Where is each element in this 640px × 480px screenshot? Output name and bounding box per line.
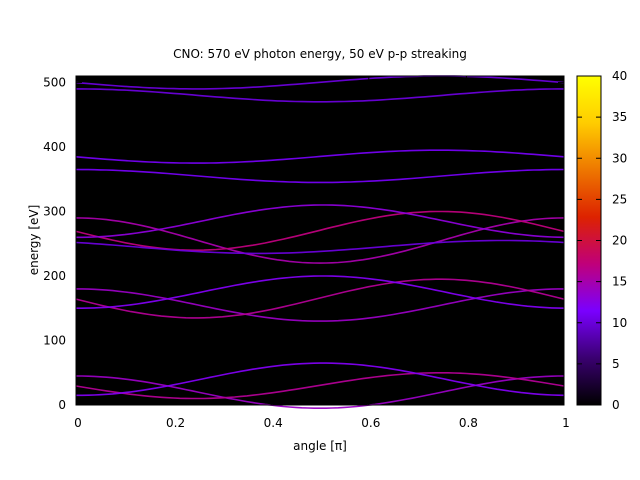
colorbar-tick-label: 10 [612, 316, 627, 330]
streak-trace-1 [75, 371, 565, 400]
colorbar-tick-label: 5 [612, 357, 620, 371]
streak-trace-2 [76, 362, 565, 397]
colorbar-tick-label: 15 [612, 275, 627, 289]
x-tick-label: 0 [74, 416, 82, 430]
chart-title: CNO: 570 eV photon energy, 50 eV p-p str… [173, 47, 467, 61]
streak-trace-4 [75, 278, 565, 319]
colorbar-tick-label: 0 [612, 398, 620, 412]
colorbar-tick-label: 35 [612, 110, 627, 124]
colorbar-tick-label: 30 [612, 151, 627, 165]
y-tick-label: 0 [58, 398, 66, 412]
colorbar-tick-label: 20 [612, 234, 627, 248]
y-tick-label: 100 [43, 333, 66, 347]
y-tick-label: 200 [43, 269, 66, 283]
x-tick-label: 0.8 [459, 416, 478, 430]
x-tick-label: 0.4 [264, 416, 283, 430]
colorbar-tick-label: 40 [612, 69, 627, 83]
x-tick-label: 0.2 [166, 416, 185, 430]
colorbar-axis: 0 5 10 15 20 25 30 35 40 [577, 69, 627, 412]
y-tick-label: 400 [43, 140, 66, 154]
streak-trace-3 [76, 288, 564, 322]
streak-trace-12 [76, 88, 564, 103]
colorbar-tick-label: 25 [612, 192, 627, 206]
streak-trace-10 [75, 168, 565, 184]
x-tick-label: 0.6 [361, 416, 380, 430]
y-tick-label: 300 [43, 204, 66, 218]
streak-trace-9 [75, 239, 565, 255]
x-axis-label: angle [π] [293, 439, 347, 453]
streak-traces [75, 75, 565, 410]
streak-trace-8 [76, 204, 565, 239]
streak-trace-5 [76, 275, 565, 310]
y-axis-label: energy [eV] [27, 205, 41, 276]
streak-trace-13 [75, 75, 565, 90]
streak-trace-0 [76, 375, 564, 410]
y-tick-label: 500 [43, 75, 66, 89]
streak-trace-11 [75, 149, 565, 164]
plot-frame [75, 75, 565, 406]
streak-trace-7 [75, 210, 565, 251]
x-axis: 0 0.2 0.4 0.6 0.8 1 [74, 76, 570, 430]
y-axis: 0 100 200 300 400 500 [43, 75, 564, 412]
x-tick-label: 1 [562, 416, 570, 430]
